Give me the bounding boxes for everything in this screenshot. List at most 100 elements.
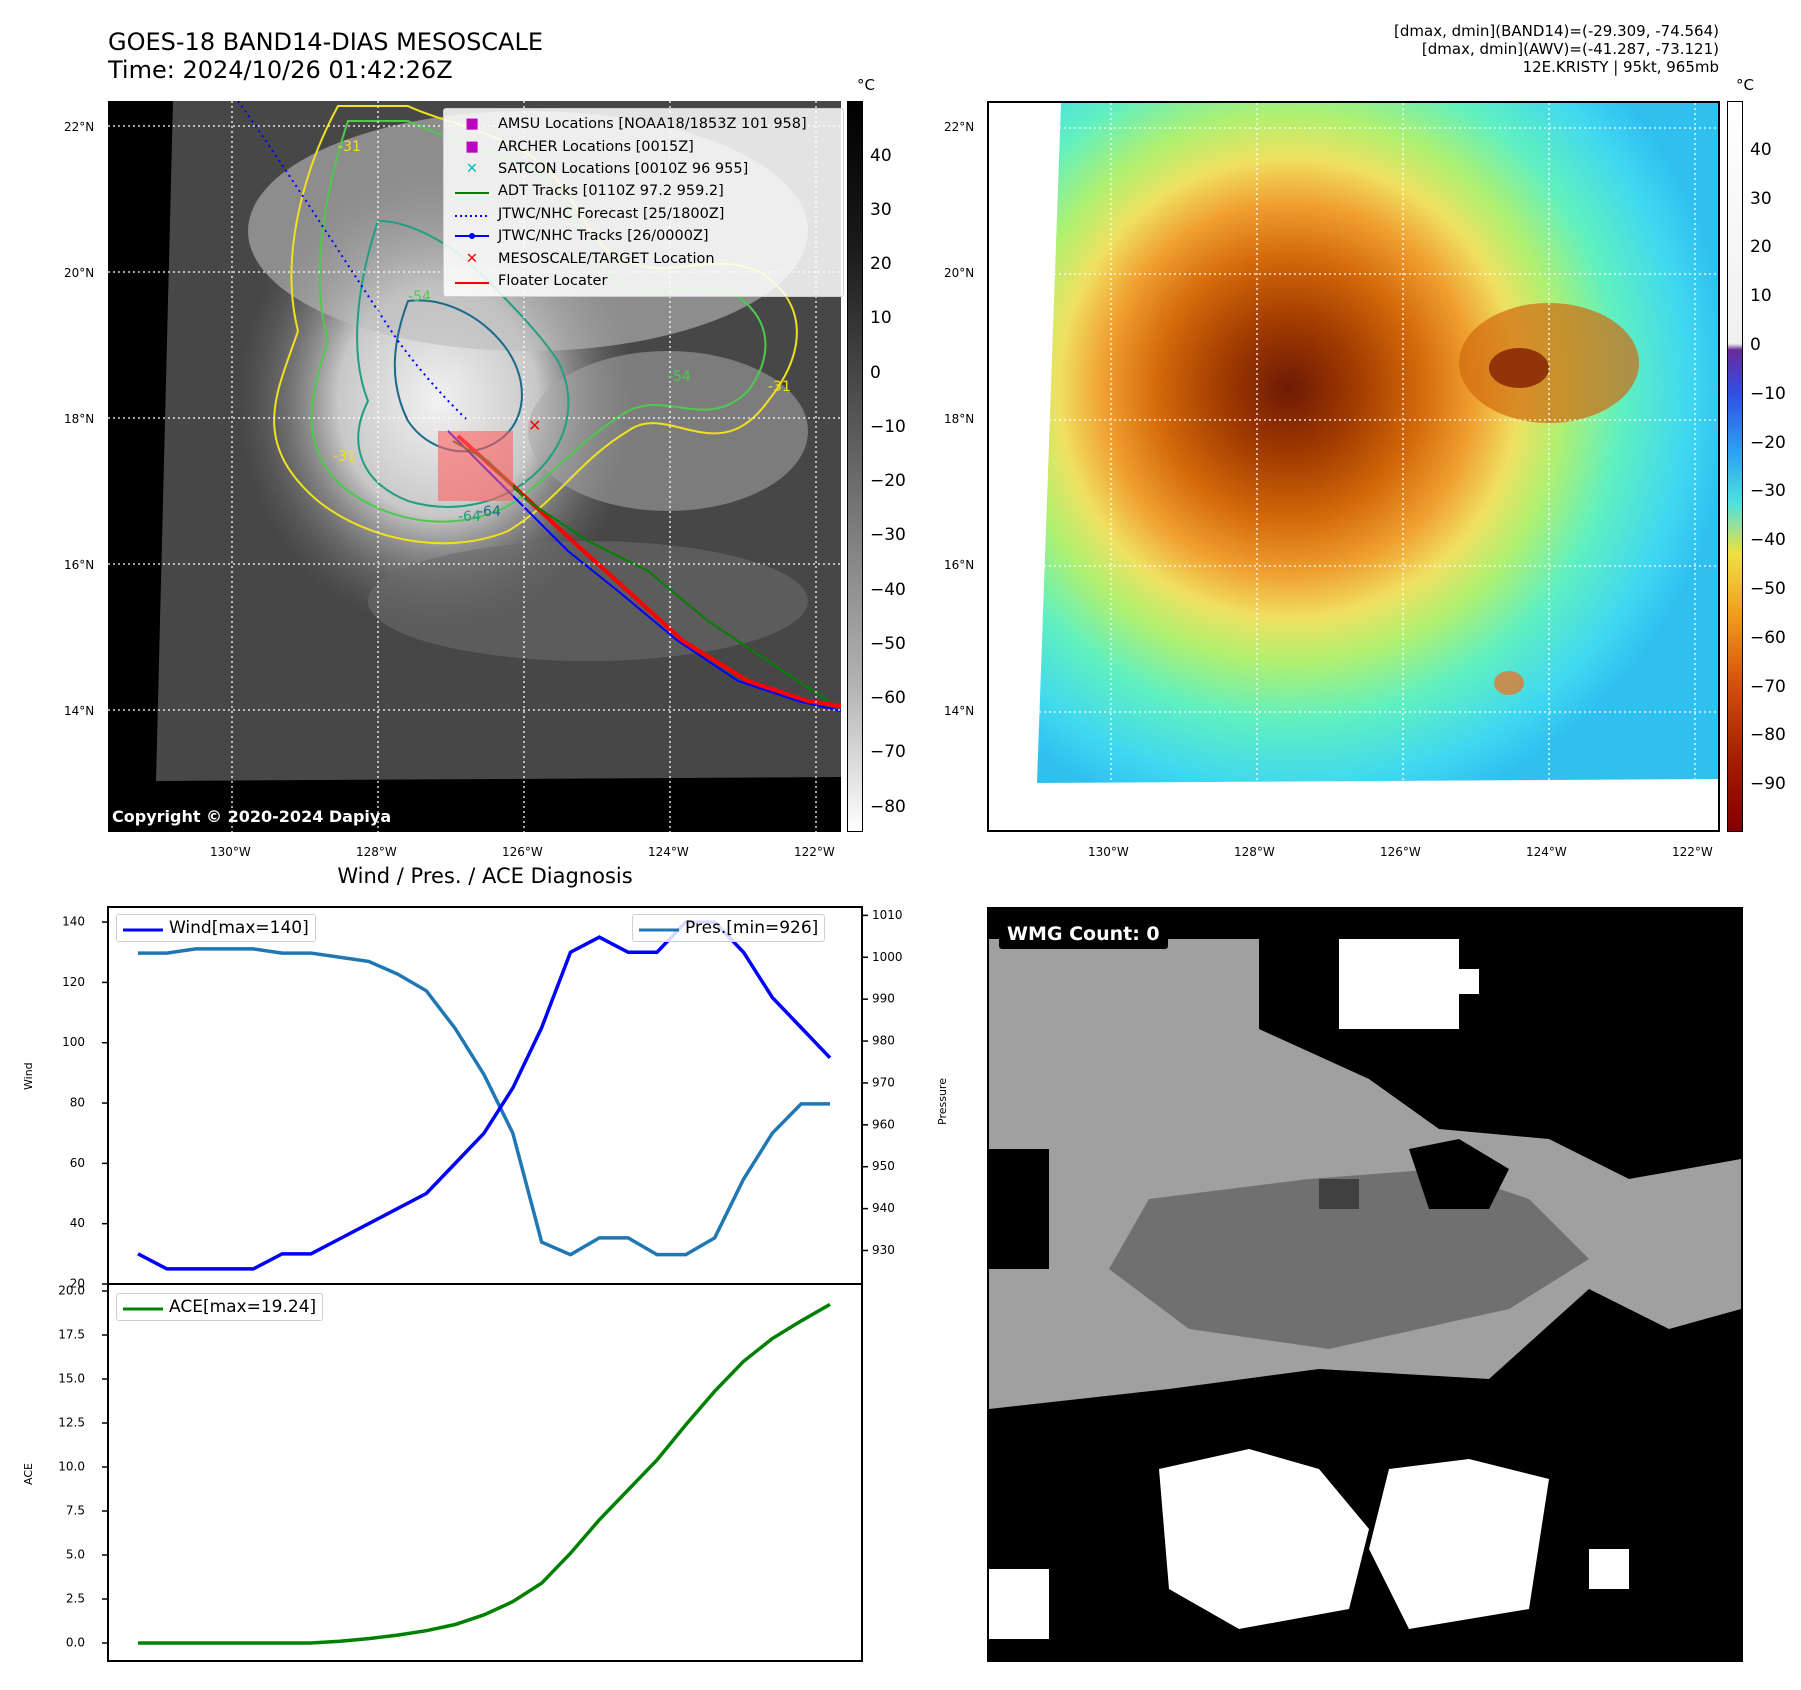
- legend-item-adt: ADT Tracks [0110Z 97.2 959.2]: [452, 180, 835, 202]
- cb-tick: −10: [1750, 384, 1786, 404]
- right-colorbar: [1727, 101, 1743, 832]
- cb-tick: −20: [1750, 433, 1786, 453]
- contour-label: -31: [338, 139, 361, 155]
- cb-tick: 10: [1750, 286, 1772, 306]
- legend-label: ADT Tracks [0110Z 97.2 959.2]: [498, 183, 724, 200]
- legend-label: Floater Locater: [498, 272, 608, 289]
- wind-pres-chart: 140 120 100 80 60 40 20 1010 1000 990 980 970 960 95…: [62, 906, 903, 1290]
- wind-tick-label: 120: [62, 975, 85, 989]
- wind-tick-label: 140: [62, 915, 85, 929]
- x-marker-icon: ✕: [465, 250, 479, 267]
- wind-tick-label: 80: [70, 1096, 85, 1110]
- cb-tick: −50: [870, 634, 906, 654]
- line-marker-icon: [452, 273, 492, 289]
- lat-label: 22°N: [64, 120, 95, 134]
- cb-tick: −80: [1750, 725, 1786, 745]
- target-x-mark: ✕: [528, 416, 541, 435]
- ace-tick-label: 20.0: [58, 1284, 85, 1298]
- square-marker-icon: ■: [465, 138, 479, 155]
- left-colorbar-unit: °C: [857, 76, 875, 94]
- pressure-series-line: [138, 947, 830, 1257]
- mesoscale-target-box: [438, 431, 513, 501]
- lon-label: 128°W: [1234, 845, 1275, 859]
- ace-tick-label: 12.5: [58, 1416, 85, 1430]
- cb-tick: −20: [870, 471, 906, 491]
- cb-tick: 0: [870, 363, 881, 383]
- contour-label: -64: [458, 509, 481, 525]
- info-line-1: [dmax, dmin](BAND14)=(-29.309, -74.564): [1394, 22, 1719, 40]
- legend-item-satcon: ✕ SATCON Locations [0010Z 96 955]: [452, 158, 835, 180]
- cb-tick: 0: [1750, 335, 1761, 355]
- pressure-tick-label: 990: [872, 992, 895, 1006]
- pressure-tick-label: 960: [872, 1117, 895, 1131]
- legend-label: AMSU Locations [NOAA18/1853Z 101 958]: [498, 116, 807, 133]
- figure-title: GOES-18 BAND14-DIAS MESOSCALE Time: 2024…: [108, 28, 543, 84]
- lon-label: 126°W: [1380, 845, 1421, 859]
- lat-label: 20°N: [944, 266, 975, 280]
- line-marker-icon: [123, 1299, 163, 1315]
- ace-chart: 20.0 17.5 15.0 12.5 10.0 7.5 5.0 2.5 0.0: [58, 1283, 863, 1662]
- diagnosis-title: Wind / Pres. / ACE Diagnosis: [337, 864, 633, 888]
- cb-tick: −90: [1750, 774, 1786, 794]
- pressure-tick-label: 950: [872, 1159, 895, 1173]
- lat-label: 16°N: [944, 558, 975, 572]
- ace-series-line: [138, 1302, 831, 1645]
- contour-label: -64: [478, 504, 501, 520]
- wind-tick-label: 40: [70, 1216, 85, 1230]
- lon-label: 124°W: [1526, 845, 1567, 859]
- cb-tick: 30: [1750, 189, 1772, 209]
- pressure-legend: Pres.[min=926]: [632, 914, 826, 943]
- line-marker-icon: [452, 183, 492, 199]
- wind-tick-label: 60: [70, 1156, 85, 1170]
- storm-info: [dmax, dmin](BAND14)=(-29.309, -74.564) …: [1394, 22, 1719, 76]
- pressure-tick-label: 1000: [872, 950, 903, 964]
- cb-tick: −10: [870, 417, 906, 437]
- cb-tick: 20: [870, 254, 892, 274]
- wind-legend: Wind[max=140]: [116, 914, 316, 943]
- legend-item-floater: Floater Locater: [452, 270, 835, 292]
- pressure-tick-label: 1010: [872, 908, 903, 922]
- info-line-2: [dmax, dmin](AWV)=(-41.287, -73.121): [1421, 40, 1719, 58]
- legend-label: Wind[max=140]: [169, 918, 309, 939]
- ace-tick-label: 17.5: [58, 1328, 85, 1342]
- wmg-canvas: [989, 909, 1741, 1660]
- lon-label: 122°W: [1672, 845, 1713, 859]
- lat-label: 22°N: [944, 120, 975, 134]
- left-colorbar: [847, 101, 863, 832]
- lat-label: 14°N: [944, 704, 975, 718]
- legend-item-archer: ■ ARCHER Locations [0015Z]: [452, 135, 835, 157]
- ace-axis-ticks: 20.0 17.5 15.0 12.5 10.0 7.5 5.0 2.5 0.0: [58, 1284, 108, 1650]
- contour-label-group: -31 -54 -64 -31 -54 -31 -64: [333, 139, 791, 525]
- x-marker-icon: ✕: [465, 160, 479, 177]
- ace-tick-label: 10.0: [58, 1460, 85, 1474]
- cb-tick: −40: [870, 580, 906, 600]
- cb-tick: −60: [870, 688, 906, 708]
- cb-tick: 10: [870, 308, 892, 328]
- wmg-count-label: WMG Count: 0: [999, 919, 1168, 949]
- lon-label: 122°W: [794, 845, 835, 859]
- legend-label: ACE[max=19.24]: [169, 1297, 317, 1318]
- pressure-tick-label: 930: [872, 1243, 895, 1257]
- ace-axis-label: ACE: [22, 1463, 35, 1485]
- cb-tick: −40: [1750, 530, 1786, 550]
- cb-tick: −70: [1750, 677, 1786, 697]
- contour-label: -54: [668, 369, 691, 385]
- right-colorbar-unit: °C: [1736, 76, 1754, 94]
- ace-tick-label: 5.0: [66, 1548, 85, 1562]
- title-line-1: GOES-18 BAND14-DIAS MESOSCALE: [108, 28, 544, 56]
- wind-tick-label: 100: [62, 1035, 85, 1049]
- lat-label: 14°N: [64, 704, 95, 718]
- ace-tick-label: 2.5: [66, 1592, 85, 1606]
- dotted-line-icon: [452, 206, 492, 222]
- legend-label: ARCHER Locations [0015Z]: [498, 138, 694, 155]
- cb-tick: 20: [1750, 237, 1772, 257]
- lon-label: 126°W: [502, 845, 543, 859]
- legend-label: JTWC/NHC Tracks [26/0000Z]: [498, 228, 709, 245]
- contour-label: -54: [408, 289, 431, 305]
- wind-plot-frame: [107, 906, 863, 1285]
- wind-axis-label: Wind: [22, 1062, 35, 1090]
- pressure-axis-label: Pressure: [936, 1078, 949, 1125]
- copyright-text: Copyright © 2020-2024 Dapiya: [112, 807, 392, 826]
- cb-tick: −30: [870, 525, 906, 545]
- lon-label: 130°W: [1088, 845, 1129, 859]
